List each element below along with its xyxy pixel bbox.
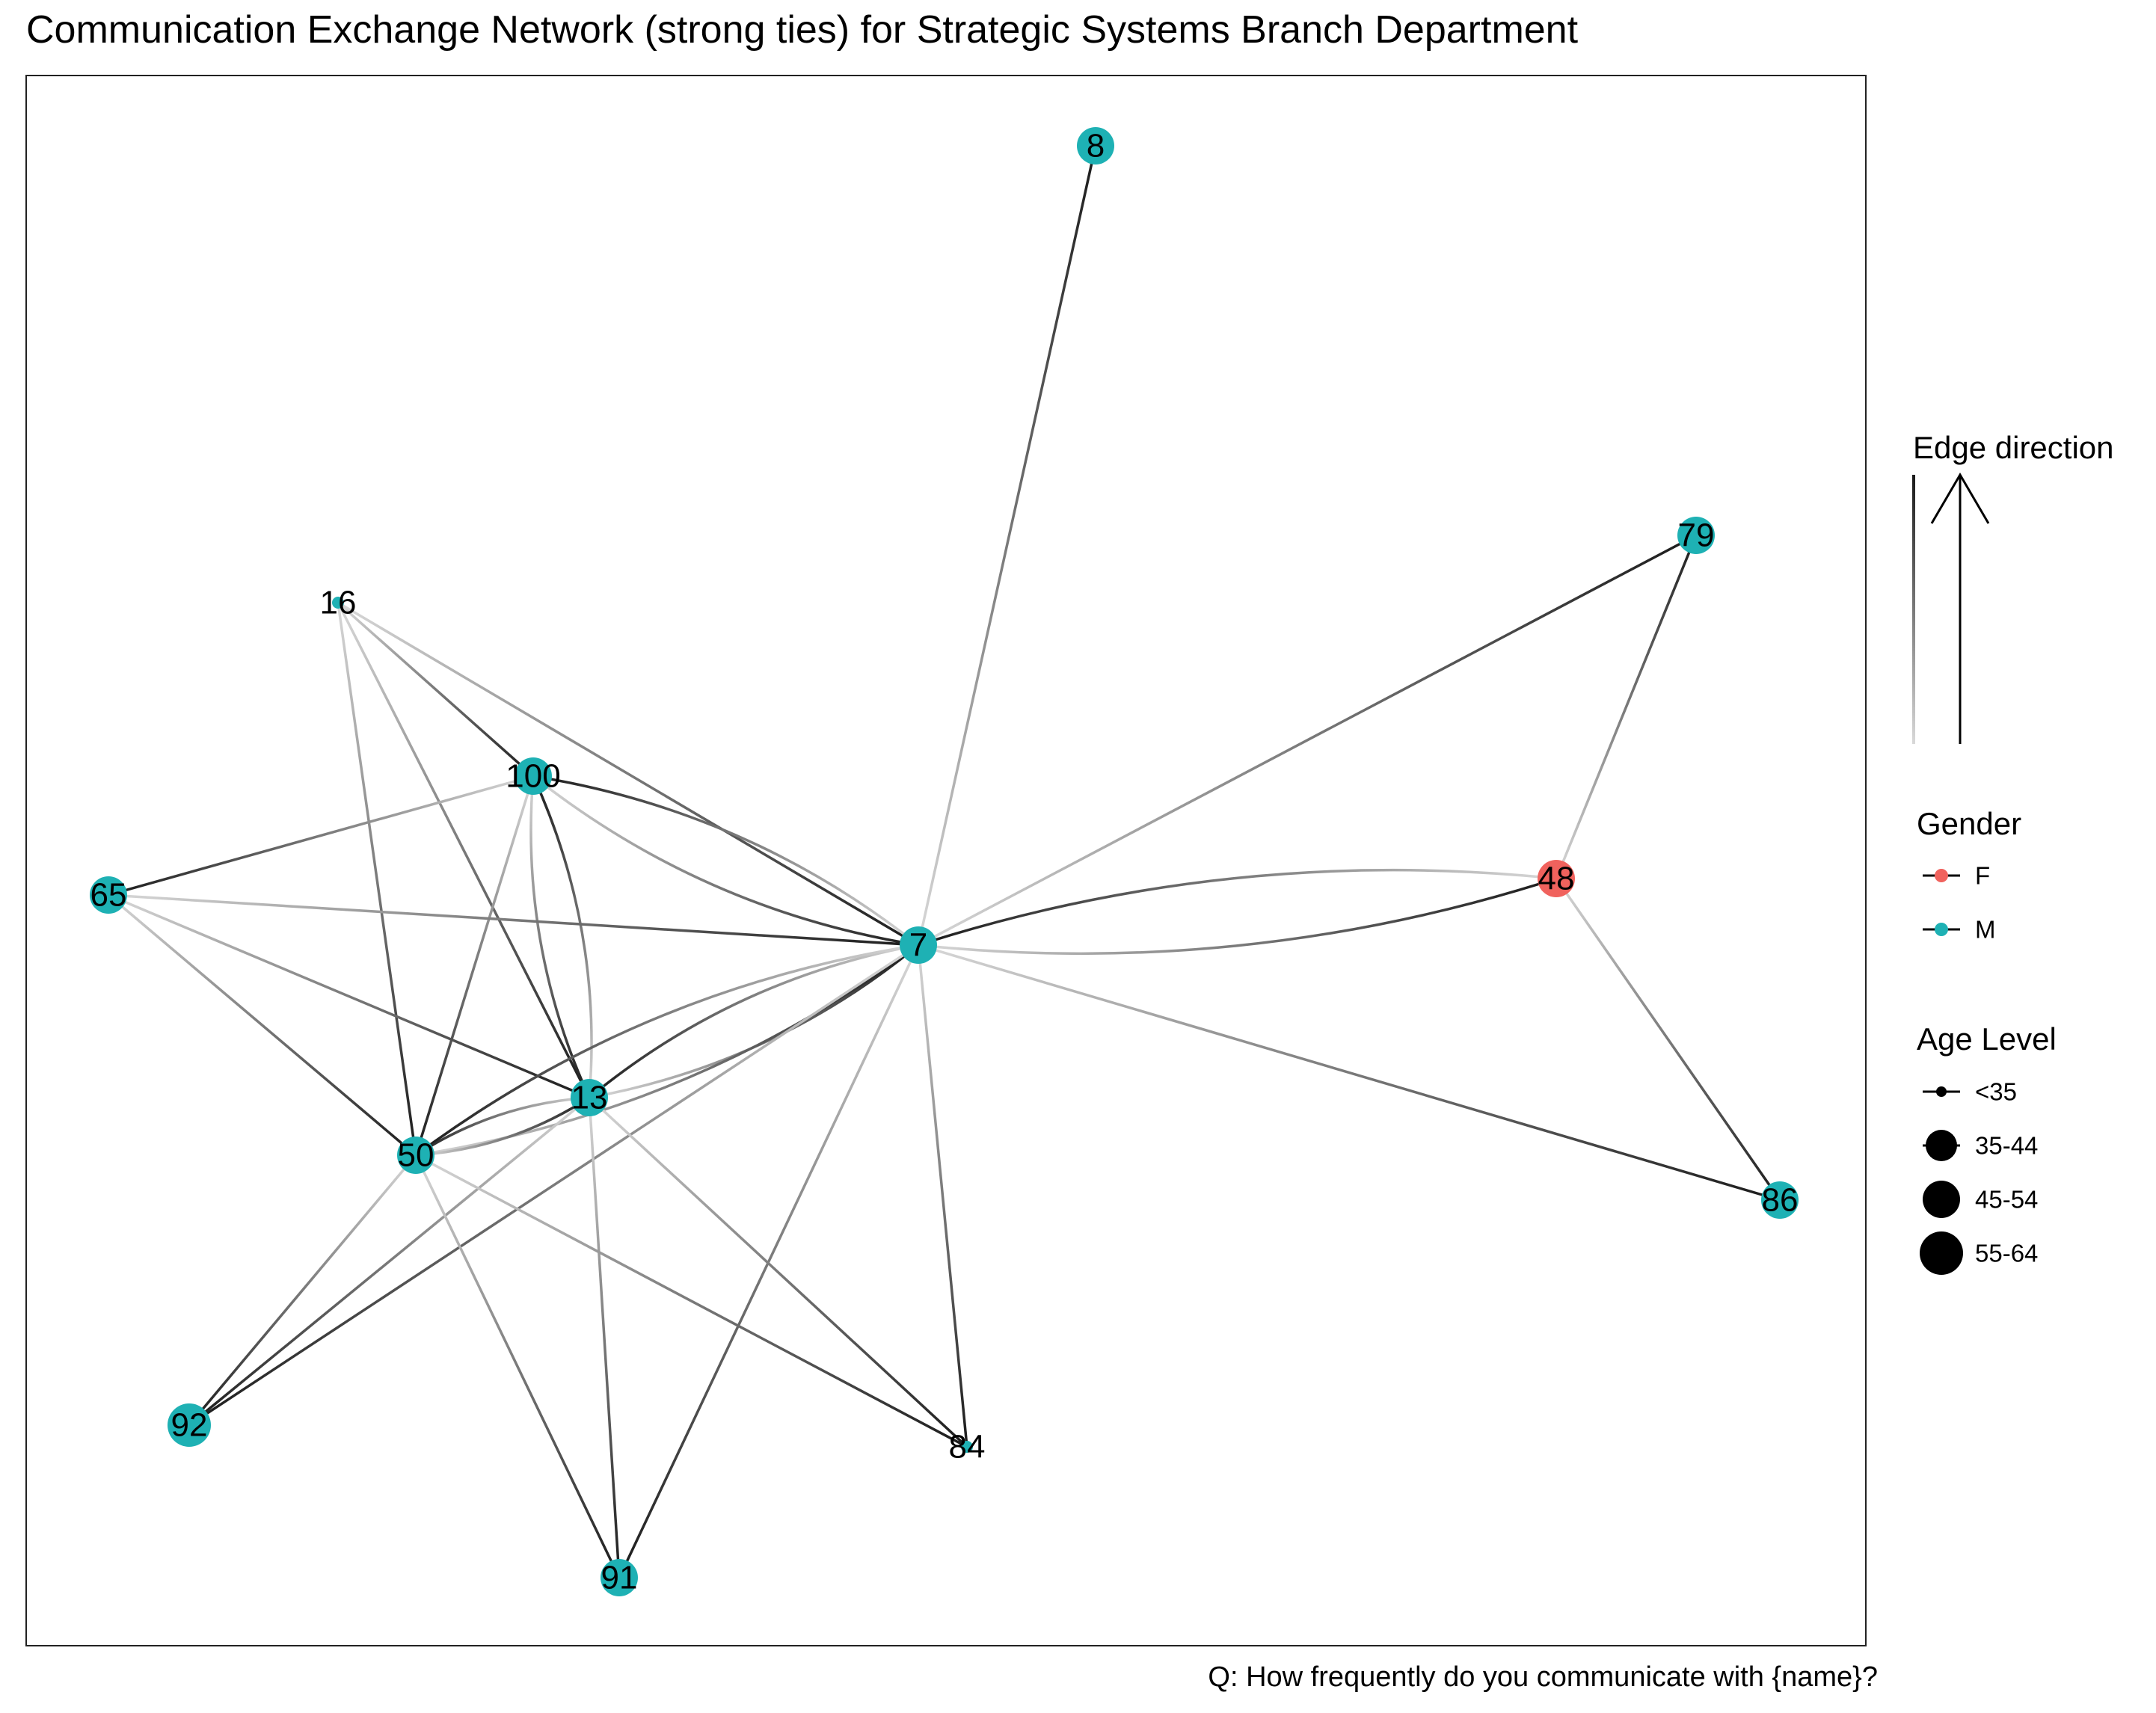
- edge-7-to-50: [414, 944, 919, 1157]
- node-7-circle: [900, 926, 937, 964]
- edge-65-to-50: [107, 894, 417, 1157]
- node-48[interactable]: 48: [1538, 860, 1575, 897]
- node-100-label: 100: [506, 758, 560, 795]
- legend-gender-f-label: F: [1975, 862, 1990, 890]
- edge-100-to-50: [414, 775, 535, 1156]
- node-91-circle: [601, 1559, 638, 1596]
- node-92[interactable]: 92: [168, 1403, 211, 1447]
- node-65-label: 65: [90, 877, 127, 914]
- legend-edge-direction: Edge direction: [1912, 430, 2114, 744]
- edges-layer: [107, 145, 1781, 1578]
- edge-48-to-86: [1555, 878, 1781, 1201]
- node-7[interactable]: 7: [900, 926, 937, 964]
- legend-age: Age Level <35 35-44 45-54 55-64: [1917, 1021, 2057, 1275]
- edge-7-to-86: [918, 944, 1781, 1202]
- node-79-circle: [1677, 517, 1715, 554]
- legend-age-45-54-swatch: [1923, 1181, 1960, 1218]
- chart-caption: Q: How frequently do you communicate wit…: [1208, 1661, 1878, 1693]
- node-92-circle: [168, 1403, 211, 1447]
- edge-7-to-91: [618, 944, 920, 1578]
- node-16-label: 16: [320, 585, 357, 621]
- node-8-circle: [1077, 127, 1114, 164]
- node-7-label: 7: [909, 927, 927, 964]
- edge-65-to-13: [108, 894, 590, 1099]
- legend: Edge direction Gender F M Age Level <35 …: [1912, 430, 2114, 1275]
- legend-age-35-44-label: 35-44: [1975, 1132, 2038, 1160]
- chart-title: Communication Exchange Network (strong t…: [26, 8, 1579, 52]
- node-13[interactable]: 13: [571, 1079, 608, 1116]
- legend-age-lt35-swatch: [1936, 1086, 1947, 1097]
- node-86[interactable]: 86: [1761, 1181, 1799, 1219]
- edge-50-to-91: [414, 1154, 621, 1578]
- node-91-label: 91: [601, 1560, 638, 1596]
- edge-direction-gradient-bar: [1912, 475, 1915, 744]
- node-50-label: 50: [398, 1137, 434, 1174]
- legend-age-lt35-label: <35: [1975, 1078, 2017, 1106]
- edge-13-to-50: [415, 1096, 590, 1157]
- node-91[interactable]: 91: [601, 1559, 638, 1596]
- edge-7-to-100: [532, 775, 920, 947]
- node-79[interactable]: 79: [1677, 517, 1715, 554]
- node-65[interactable]: 65: [90, 876, 127, 914]
- edge-16-to-7: [337, 601, 919, 947]
- node-50-circle: [397, 1137, 434, 1174]
- node-84[interactable]: 84: [949, 1429, 986, 1466]
- node-100[interactable]: 100: [506, 757, 561, 795]
- legend-gender-title: Gender: [1917, 806, 2021, 841]
- node-79-label: 79: [1678, 517, 1715, 554]
- edge-13-to-92: [188, 1096, 591, 1427]
- edge-7-to-13: [588, 944, 919, 1099]
- edge-7-to-79: [918, 534, 1697, 947]
- node-16[interactable]: 16: [320, 585, 357, 621]
- legend-age-55-64-swatch: [1920, 1231, 1963, 1275]
- edge-65-to-7: [108, 894, 919, 947]
- node-48-circle: [1538, 860, 1575, 897]
- legend-gender: Gender F M: [1917, 806, 2021, 944]
- plot-panel: [25, 75, 1867, 1646]
- node-8-label: 8: [1087, 128, 1105, 164]
- node-86-label: 86: [1762, 1182, 1799, 1219]
- legend-edge-direction-title: Edge direction: [1913, 430, 2114, 465]
- edge-7-to-8: [917, 145, 1097, 946]
- nodes-layer: 8 79 16 100 65 48 7 13 50 86 92 84 91: [90, 127, 1799, 1596]
- legend-age-55-64-label: 55-64: [1975, 1240, 2038, 1267]
- edge-48-to-79: [1555, 535, 1698, 879]
- edge-13-to-100: [532, 775, 593, 1098]
- legend-age-title: Age Level: [1917, 1021, 2057, 1057]
- edge-48-to-7: [918, 868, 1557, 947]
- node-16-circle: [332, 597, 344, 609]
- node-92-label: 92: [171, 1407, 208, 1444]
- edge-50-to-84: [415, 1154, 968, 1448]
- edge-7-to-84: [917, 944, 968, 1448]
- legend-gender-m-swatch: [1935, 923, 1948, 936]
- node-84-label: 84: [949, 1429, 986, 1466]
- node-8[interactable]: 8: [1077, 127, 1114, 164]
- legend-age-35-44-swatch: [1926, 1130, 1957, 1161]
- edge-50-to-92: [188, 1154, 417, 1427]
- legend-gender-f-swatch: [1935, 869, 1948, 882]
- edge-100-to-65: [108, 775, 534, 897]
- edge-7-to-92: [188, 944, 919, 1427]
- edge-50-to-13: [415, 1096, 590, 1157]
- edge-16-to-50: [337, 602, 417, 1156]
- node-86-circle: [1761, 1181, 1799, 1219]
- edge-100-to-7: [532, 775, 919, 947]
- edge-16-to-13: [337, 602, 591, 1098]
- node-100-circle: [515, 757, 552, 795]
- edge-direction-arrow-icon: [1930, 473, 1990, 524]
- node-13-label: 13: [571, 1080, 608, 1116]
- legend-age-45-54-label: 45-54: [1975, 1186, 2038, 1214]
- edge-100-to-13: [529, 775, 591, 1098]
- node-84-circle: [961, 1441, 973, 1453]
- edge-7-to-48: [918, 877, 1557, 956]
- legend-gender-m-label: M: [1975, 916, 1996, 944]
- edge-13-to-91: [588, 1097, 621, 1578]
- edge-16-to-100: [337, 601, 535, 778]
- node-50[interactable]: 50: [397, 1137, 434, 1174]
- node-48-label: 48: [1538, 861, 1575, 897]
- node-13-circle: [571, 1079, 608, 1116]
- edge-13-to-84: [588, 1096, 968, 1448]
- node-65-circle: [90, 876, 127, 914]
